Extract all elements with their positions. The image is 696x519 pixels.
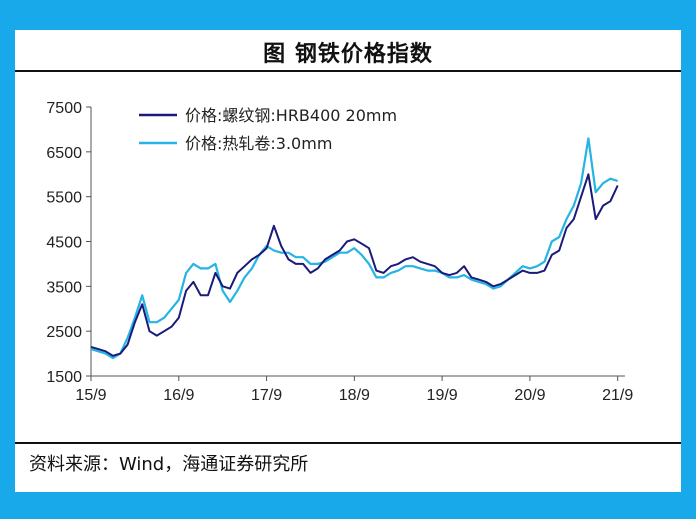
x-tick-label: 19/9 xyxy=(427,387,458,404)
series-layer xyxy=(90,137,619,360)
y-tick-label: 2500 xyxy=(46,324,82,341)
x-tick-label: 17/9 xyxy=(251,387,282,404)
y-tick-label: 1500 xyxy=(46,369,82,386)
y-tick-label: 6500 xyxy=(46,145,82,162)
x-tick-label: 16/9 xyxy=(163,387,194,404)
y-axis-ticks: 1500 2500 3500 4500 5500 6500 7500 xyxy=(46,100,91,386)
y-tick-label: 5500 xyxy=(46,190,82,207)
x-tick-label: 18/9 xyxy=(339,387,370,404)
x-tick-label: 20/9 xyxy=(514,387,545,404)
line-chart: 1500 2500 3500 4500 5500 6500 7500 15/9 16/9 17/… xyxy=(46,100,633,404)
y-tick-label: 3500 xyxy=(46,279,82,296)
y-tick-label: 4500 xyxy=(46,235,82,252)
x-axis-ticks: 15/9 16/9 17/9 18/9 19/9 20/9 21/9 xyxy=(75,376,633,404)
y-tick-label: 7500 xyxy=(46,100,82,117)
x-tick-label: 15/9 xyxy=(75,387,106,404)
legend-label-rebar: 价格:螺纹钢:HRB400 20mm xyxy=(185,106,397,125)
x-tick-label: 21/9 xyxy=(602,387,633,404)
source-divider xyxy=(15,442,681,444)
chart-title: 图 钢铁价格指数 xyxy=(263,42,433,67)
chart-legend: 价格:螺纹钢:HRB400 20mm 价格:热轧卷:3.0mm xyxy=(139,106,397,153)
series-line-hrc xyxy=(90,137,619,360)
source-note: 资料来源：Wind，海通证券研究所 xyxy=(29,454,309,475)
legend-label-hrc: 价格:热轧卷:3.0mm xyxy=(185,134,332,153)
series-line-rebar xyxy=(90,173,619,357)
chart-card: 图 钢铁价格指数 1500 2500 3500 4500 5500 6500 7500 15… xyxy=(15,30,681,492)
title-divider xyxy=(15,70,681,72)
